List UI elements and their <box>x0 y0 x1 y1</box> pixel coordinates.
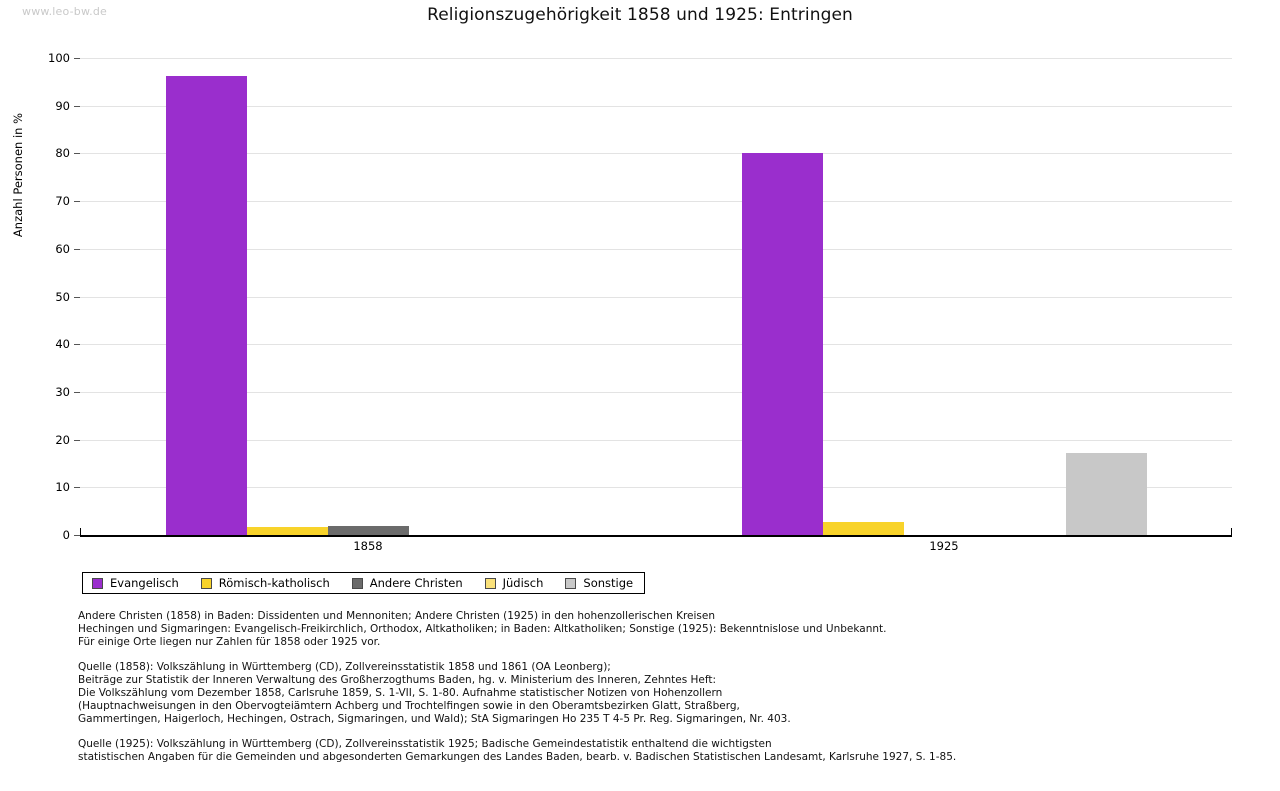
x-axis-left-tick <box>80 528 81 535</box>
y-tick-label: 30 <box>55 384 70 399</box>
y-tick-mark <box>74 487 80 489</box>
legend-swatch-icon <box>565 577 577 589</box>
gridline <box>80 201 1232 203</box>
legend-item-evangelisch[interactable]: Evangelisch <box>92 576 179 590</box>
y-tick-label: 20 <box>55 432 70 447</box>
y-tick-label: 40 <box>55 337 70 352</box>
y-tick-mark <box>74 535 80 536</box>
footnote-line: Andere Christen (1858) in Baden: Disside… <box>78 610 715 622</box>
legend-swatch-icon <box>92 577 103 589</box>
x-tick-label-1925: 1925 <box>929 539 959 553</box>
y-tick-mark <box>74 105 80 107</box>
legend-item-sonstige[interactable]: Sonstige <box>565 576 633 590</box>
y-tick-label: 10 <box>55 480 70 495</box>
footnote-line: Die Volkszählung vom Dezember 1858, Carl… <box>78 687 723 699</box>
footnotes: Andere Christen (1858) in Baden: Disside… <box>78 610 1228 776</box>
footnote-line: Für einige Orte liegen nur Zahlen für 18… <box>78 636 381 648</box>
legend-swatch-icon <box>200 577 212 589</box>
legend-item-andere-christen[interactable]: Andere Christen <box>351 576 463 590</box>
footnote-line: Quelle (1858): Volkszählung in Württembe… <box>78 661 611 673</box>
footnote-line: Beiträge zur Statistik der Inneren Verwa… <box>78 674 717 686</box>
x-axis-line <box>80 535 1232 537</box>
chart-title: Religionszugehörigkeit 1858 und 1925: En… <box>427 5 853 25</box>
plot-area <box>80 58 1232 535</box>
bar-1925-sonstige[interactable] <box>1065 452 1147 535</box>
legend-label: Evangelisch <box>110 576 179 590</box>
bar-1925-evangelisch[interactable] <box>741 153 823 535</box>
legend-swatch-icon <box>351 577 363 589</box>
gridline <box>80 439 1232 441</box>
gridline <box>80 487 1232 489</box>
footnote-block-2: Quelle (1858): Volkszählung in Württembe… <box>78 661 1228 726</box>
y-tick-label: 0 <box>62 528 70 542</box>
gridline <box>80 153 1232 155</box>
y-tick-label: 70 <box>55 194 70 209</box>
gridline <box>80 344 1232 346</box>
y-tick-mark <box>74 153 80 155</box>
y-tick-mark <box>74 296 80 298</box>
y-tick-label: 60 <box>55 241 70 256</box>
y-tick-label: 90 <box>55 98 70 113</box>
gridline <box>80 391 1232 393</box>
footnote-line: (Hauptnachweisungen in den Obervogteiämt… <box>78 700 740 712</box>
y-axis-title: Anzahl Personen in % <box>11 112 25 238</box>
bar-1858-andere-christen[interactable] <box>327 525 409 535</box>
y-tick-label: 100 <box>48 51 70 65</box>
plot-wrapper: 0 10 20 30 40 50 60 70 80 90 100 Anzahl Personen i… <box>11 51 1232 553</box>
legend-item-j-disch[interactable]: Jüdisch <box>484 576 544 590</box>
bars-layer <box>80 58 1232 535</box>
bar-1925-r-misch-katholisch[interactable] <box>822 521 904 535</box>
legend-label: Andere Christen <box>369 576 463 590</box>
y-tick-mark <box>74 439 80 441</box>
gridline <box>80 296 1232 298</box>
legend-label: Römisch-katholisch <box>218 576 330 590</box>
gridline <box>80 105 1232 107</box>
y-tick-mark <box>74 201 80 203</box>
chart-legend: Evangelisch Römisch-katholisch Andere Chri… <box>82 572 646 594</box>
footnote-line: Gammertingen, Haigerloch, Hechingen, Ost… <box>78 713 791 725</box>
bar-1858-evangelisch[interactable] <box>165 76 247 535</box>
footnote-line: Hechingen und Sigmaringen: Evangelisch-F… <box>78 623 887 635</box>
legend-label: Sonstige <box>583 576 634 590</box>
legend-item-r-misch-katholisch[interactable]: Römisch-katholisch <box>200 576 330 590</box>
footnote-block-1: Andere Christen (1858) in Baden: Disside… <box>78 610 1228 649</box>
y-tick-mark <box>74 248 80 250</box>
legend-swatch-icon <box>484 577 496 589</box>
bar-1858-r-misch-katholisch[interactable] <box>246 526 328 535</box>
x-axis-right-tick <box>1231 528 1232 535</box>
y-tick-label: 50 <box>55 289 70 304</box>
footnote-block-3: Quelle (1925): Volkszählung in Württembe… <box>78 738 1228 764</box>
footnote-line: Quelle (1925): Volkszählung in Württembe… <box>78 738 772 750</box>
gridline <box>80 58 1232 59</box>
site-watermark: www.leo-bw.de <box>22 5 108 18</box>
y-tick-label: 80 <box>55 146 70 161</box>
y-tick-mark <box>74 391 80 393</box>
y-tick-mark <box>74 344 80 346</box>
y-tick-mark <box>74 58 80 59</box>
legend-label: Jüdisch <box>502 576 544 590</box>
x-tick-label-1858: 1858 <box>353 539 383 553</box>
footnote-line: statistischen Angaben für die Gemeinden … <box>78 751 957 763</box>
gridline <box>80 248 1232 250</box>
